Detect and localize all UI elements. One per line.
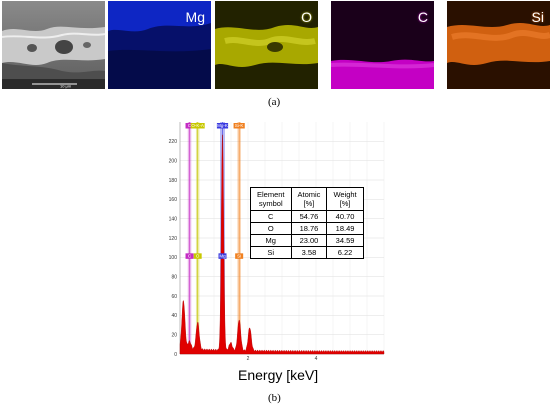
cell-element: Mg [250,234,292,247]
cell-element: O [250,222,292,235]
table-row: O 18.76 18.49 [250,222,364,235]
top-tag-label: Si-K [235,123,244,128]
cell-atomic: 54.76 [290,210,328,223]
cell-weight: 40.70 [326,210,364,223]
sem-image: 10 µm [2,1,105,89]
cell-element: Si [250,246,292,259]
cell-atomic: 18.76 [290,222,328,235]
top-tag-box [190,123,205,129]
o-map-label: O [301,9,312,25]
y-tick-label: 140 [169,216,178,222]
peak-tag-label: Mg [219,253,226,258]
peak-tag-box [185,253,194,259]
y-tick-labels: 0 20 40 60 80 100 120 140 160 180 200 220 [169,139,178,358]
x-tick-label: 4 [315,356,318,362]
peak-tag-box [218,253,227,259]
y-tick-label: 20 [171,332,177,338]
cell-element: C [250,210,292,223]
y-tick-label: 200 [169,158,178,164]
y-tick-label: 60 [171,294,177,300]
top-tag-box [233,123,245,129]
mg-map-label: Mg [185,9,205,25]
y-tick-label: 120 [169,236,178,242]
header-atomic: Atomic [%] [290,187,328,211]
y-tick-label: 220 [169,139,178,145]
o-map: O [215,1,318,89]
peak-tag-label: O [196,253,200,258]
y-tick-label: 0 [174,352,177,358]
cell-atomic: 23.00 [290,234,328,247]
spectrum-area [179,134,385,355]
x-tick-label: 2 [247,356,250,362]
cell-atomic: 3.58 [290,246,328,259]
peak-tag-label: C [188,253,192,258]
c-map: C [331,1,434,89]
y-tick-label: 100 [169,255,178,261]
cell-weight: 6.22 [326,246,364,259]
y-tick-label: 80 [171,274,177,280]
top-tag-label: O-K-A [191,123,204,128]
table-header-row: Element symbol Atomic [%] Weight [%] [250,187,364,211]
mg-map: Mg [108,1,211,89]
panel-b-label: (b) [268,392,281,404]
top-tag-box [185,123,194,129]
cell-weight: 18.49 [326,222,364,235]
peak-tag-label: Si [237,253,241,258]
peak-tag-box [193,253,202,259]
y-tick-label: 160 [169,197,178,203]
top-tag-box [216,123,229,129]
peak-tags: C O Mg Si [185,253,244,259]
table-row: Mg 23.00 34.59 [250,234,364,247]
top-tag-label: Mg-K [217,123,228,128]
peak-tag-box [235,253,244,259]
cell-weight: 34.59 [326,234,364,247]
sem-scale-text: 10 µm [60,84,72,89]
composition-table: Element symbol Atomic [%] Weight [%] C 54.7… [250,187,364,259]
panel-a-label: (a) [268,96,281,108]
table-row: Si 3.58 6.22 [250,246,364,259]
x-axis-label: Energy [keV] [238,367,319,383]
header-weight: Weight [%] [326,187,364,211]
c-map-label: C [417,9,428,25]
si-map-label: Si [531,9,544,25]
table-row: C 54.76 40.70 [250,210,364,223]
si-map: Si [447,1,550,89]
header-element: Element symbol [250,187,292,211]
y-tick-label: 180 [169,178,178,184]
y-tick-label: 40 [171,313,177,319]
top-tag-label: C [188,123,192,128]
top-peak-tags: C O-K-A Mg-K Si-K [185,123,245,129]
